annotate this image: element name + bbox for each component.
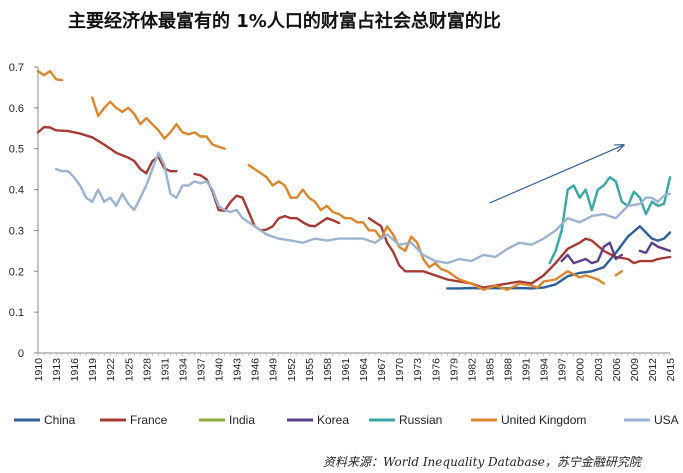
y-tick-label: 0.1 — [9, 307, 24, 319]
y-tick-label: 0.5 — [9, 144, 24, 156]
x-tick-label: 1970 — [394, 358, 406, 382]
y-tick-label: 0 — [18, 348, 24, 360]
x-tick-label: 1913 — [51, 358, 63, 382]
legend-label: Korea — [317, 413, 349, 427]
x-tick-label: 2006 — [611, 358, 623, 382]
series-line-korea — [560, 241, 672, 265]
x-tick-label: 2000 — [575, 358, 587, 382]
chart-title: 主要经济体最富有的 1%人口的财富占社会总财富的比 — [68, 10, 501, 32]
x-tick-label: 1976 — [430, 358, 442, 382]
legend-item-russian: Russian — [369, 413, 442, 427]
y-tick-label: 0.4 — [9, 185, 24, 197]
x-tick-label: 2003 — [593, 358, 605, 382]
trend-arrow-line — [489, 145, 623, 204]
x-tick-label: 2012 — [647, 358, 659, 382]
legend-label: France — [130, 413, 168, 427]
x-tick-label: 1985 — [484, 358, 496, 382]
x-tick-label: 1943 — [232, 358, 244, 382]
x-tick-label: 1958 — [322, 358, 334, 382]
legend-item-usa: USA — [624, 413, 679, 427]
axes — [37, 67, 670, 354]
legend: China France India Korea Russian United Kingd… — [14, 413, 679, 427]
legend-item-france: France — [100, 413, 168, 427]
trend-arrow — [489, 145, 623, 204]
x-tick-label: 1955 — [304, 358, 316, 382]
x-tick-label: 1982 — [466, 358, 478, 382]
x-tick-label: 1997 — [557, 358, 569, 382]
x-axis-ticks: 1910 1913 1916 1919 1922 1925 1928 1931 1934 1937… — [33, 353, 677, 381]
x-tick-label: 2015 — [665, 358, 677, 382]
legend-label: USA — [654, 413, 679, 427]
x-tick-label: 1949 — [268, 358, 280, 382]
legend-label: India — [229, 413, 255, 427]
legend-label: China — [44, 413, 76, 427]
x-tick-label: 1919 — [87, 358, 99, 382]
x-tick-label: 1916 — [69, 358, 81, 382]
x-tick-label: 1940 — [214, 358, 226, 382]
x-tick-label: 1925 — [123, 358, 135, 382]
x-tick-label: 1937 — [196, 358, 208, 382]
legend-item-china: China — [14, 413, 76, 427]
x-tick-label: 1973 — [412, 358, 424, 382]
y-axis-ticks: 0 0.1 0.2 0.3 0.4 0.5 0.6 0.7 — [9, 62, 38, 360]
y-tick-label: 0.3 — [9, 225, 24, 237]
x-tick-label: 1961 — [340, 358, 352, 382]
series-line-france — [36, 125, 672, 289]
x-tick-label: 1922 — [105, 358, 117, 382]
x-tick-label: 1928 — [141, 358, 153, 382]
x-tick-label: 2009 — [629, 358, 641, 382]
series-lines — [36, 69, 672, 291]
legend-item-korea: Korea — [287, 413, 349, 427]
x-tick-label: 1994 — [539, 358, 551, 382]
y-tick-label: 0.7 — [9, 62, 24, 74]
x-tick-label: 1952 — [286, 358, 298, 382]
x-tick-label: 1934 — [177, 358, 189, 382]
x-tick-label: 1967 — [376, 358, 388, 382]
x-tick-label: 1946 — [250, 358, 262, 382]
legend-label: Russian — [399, 413, 442, 427]
series-line-russian — [548, 176, 672, 265]
x-tick-label: 1964 — [358, 358, 370, 382]
x-tick-label: 1931 — [159, 358, 171, 382]
x-tick-label: 1910 — [33, 358, 45, 382]
source-note: 资料来源：World Inequality Database，苏宁金融研究院 — [323, 455, 643, 469]
x-tick-label: 1991 — [521, 358, 533, 382]
legend-item-india: India — [199, 413, 255, 427]
y-tick-label: 0.2 — [9, 266, 24, 278]
x-tick-label: 1979 — [448, 358, 460, 382]
y-tick-label: 0.6 — [9, 103, 24, 115]
series-line-united-kingdom — [36, 69, 623, 291]
series-line-usa — [54, 151, 672, 265]
legend-item-united-kingdom: United Kingdom — [471, 413, 586, 427]
x-tick-label: 1988 — [502, 358, 514, 382]
legend-label: United Kingdom — [501, 413, 586, 427]
